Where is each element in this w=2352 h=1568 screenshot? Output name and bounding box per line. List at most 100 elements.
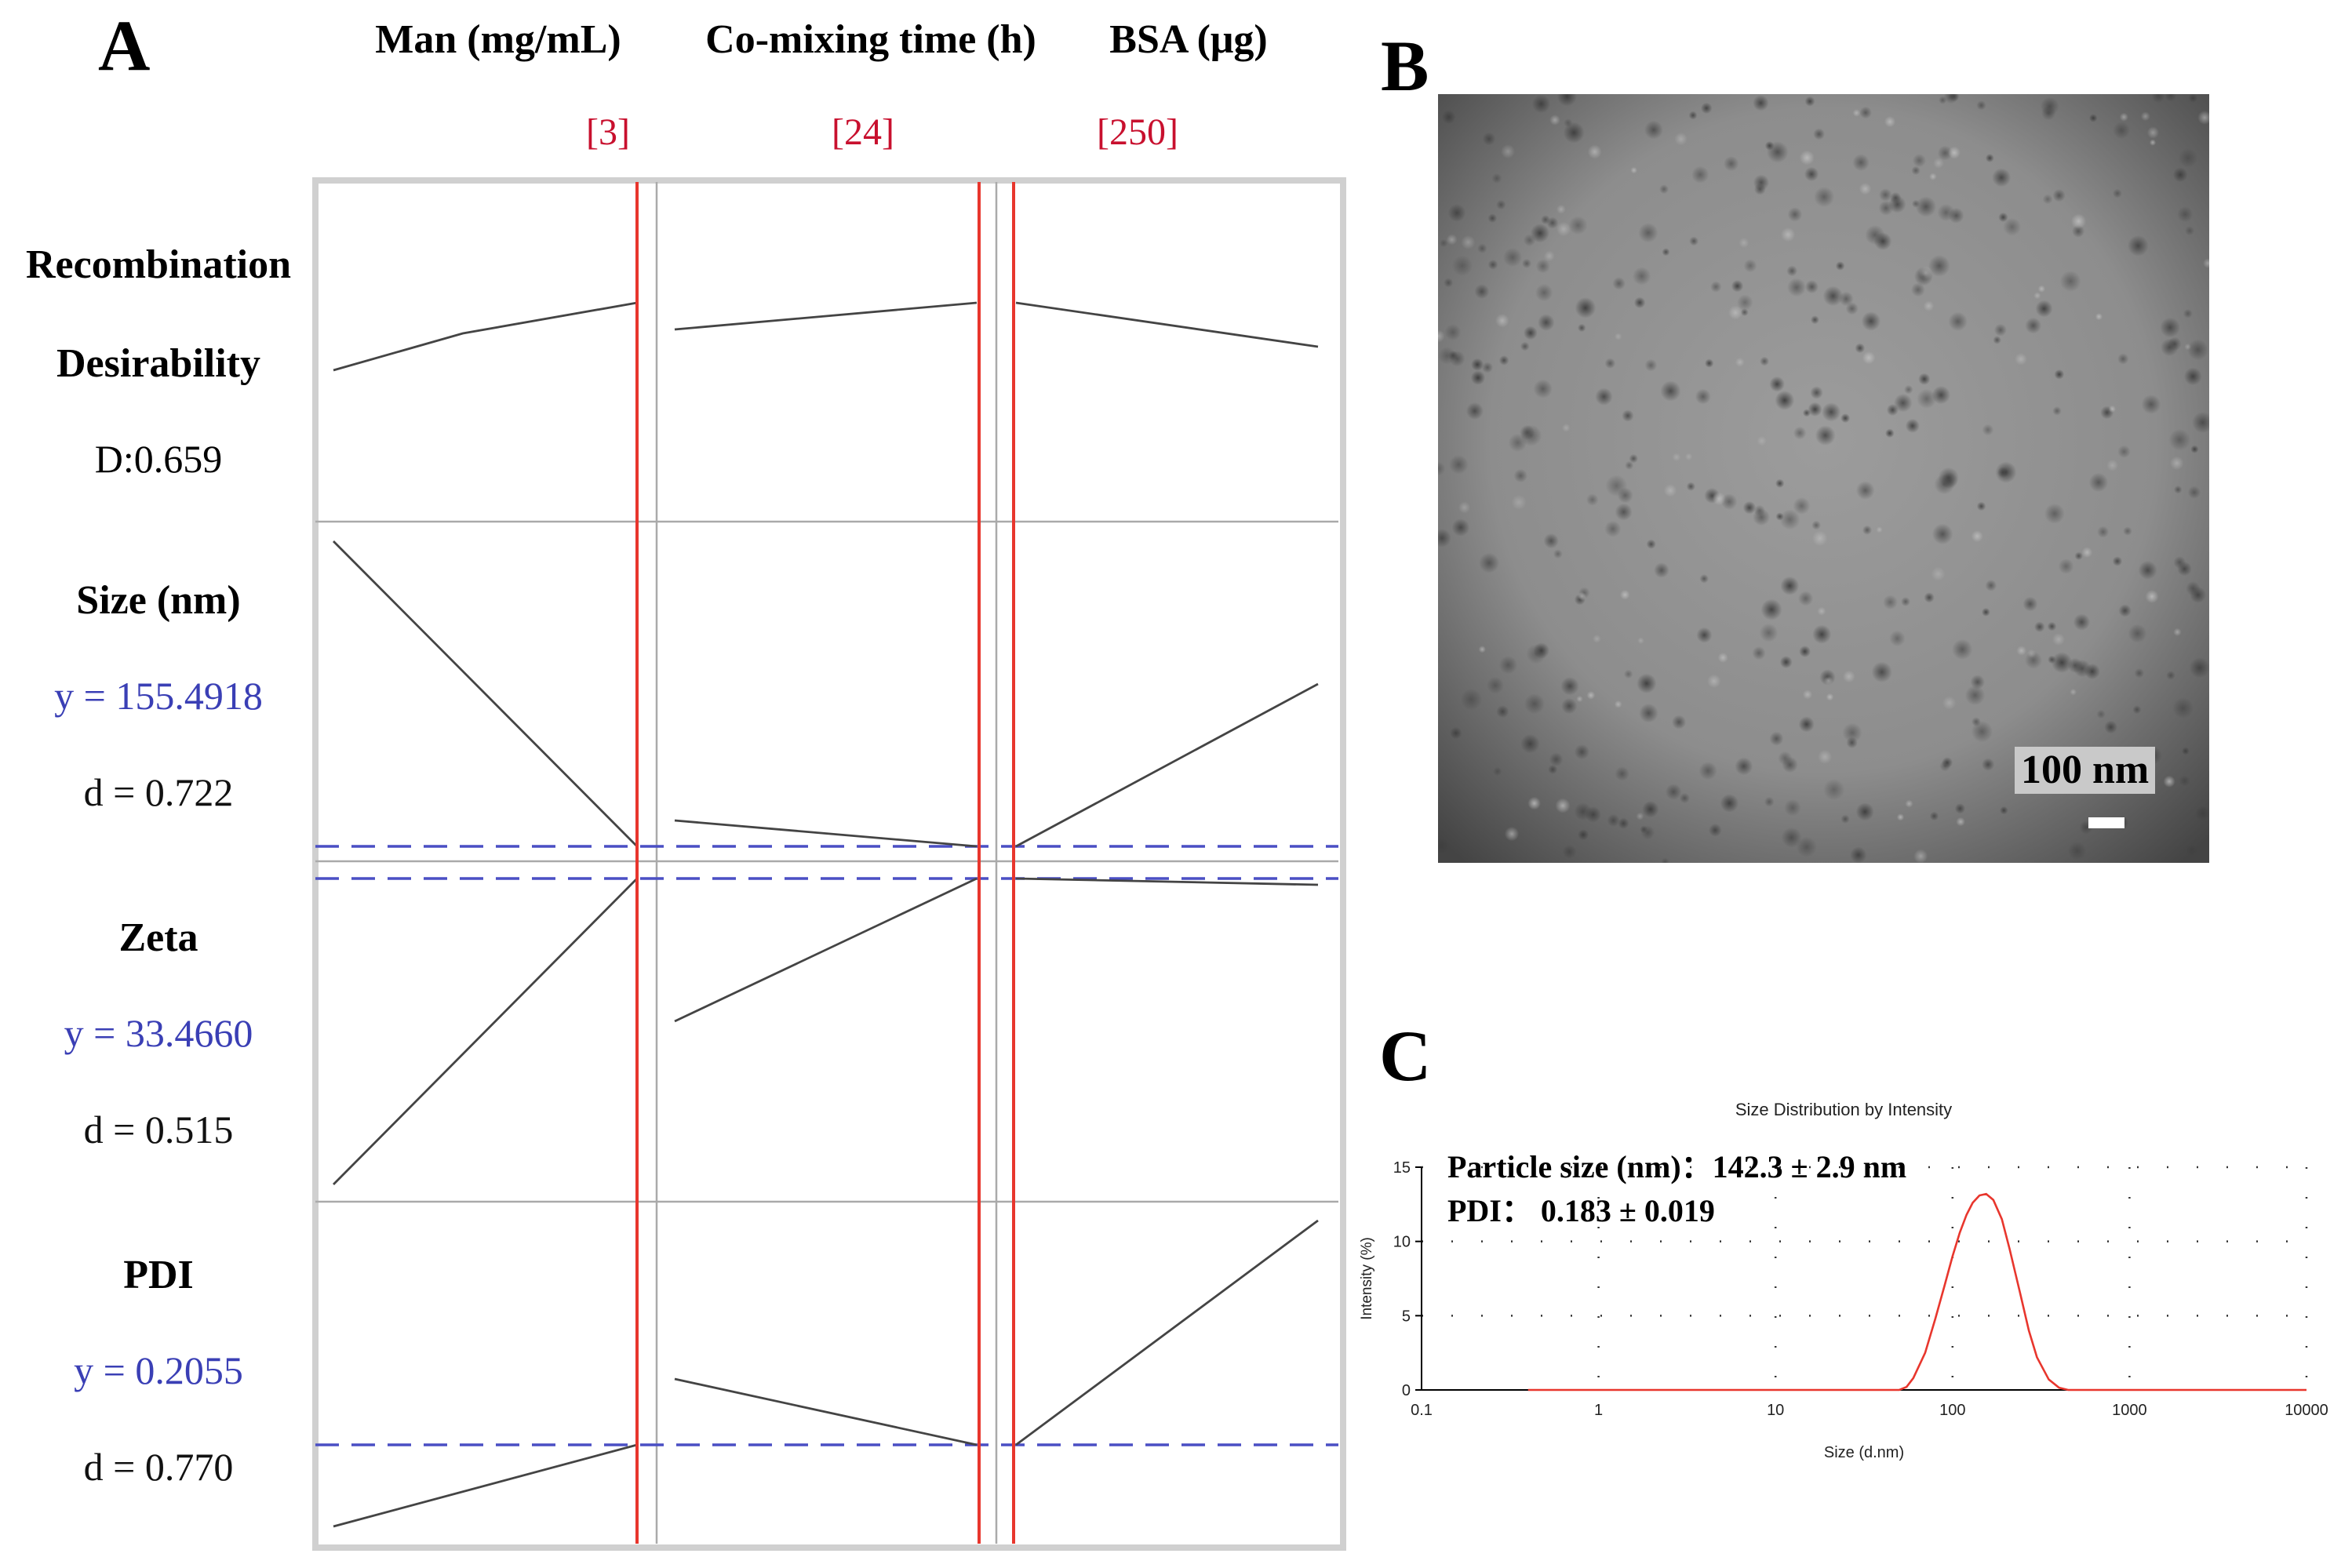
tem-bright-speck bbox=[2203, 258, 2209, 268]
tem-particle bbox=[2177, 206, 2194, 223]
tem-bright-speck bbox=[2163, 775, 2175, 788]
response-d-pdi: d = 0.770 bbox=[83, 1445, 234, 1489]
tem-bright-speck bbox=[2145, 590, 2159, 603]
tem-bright-speck bbox=[1933, 158, 1944, 169]
tem-particle bbox=[1654, 562, 1669, 578]
tem-bright-speck bbox=[1562, 424, 1571, 432]
tem-particle bbox=[1568, 216, 1588, 235]
tem-particle bbox=[1575, 297, 1597, 318]
tem-particle bbox=[2128, 624, 2147, 643]
tem-bright-speck bbox=[1576, 695, 1583, 703]
tem-bright-speck bbox=[1739, 238, 1749, 248]
tem-bright-speck bbox=[1578, 591, 1586, 601]
trace-pdi-bsa bbox=[1015, 1219, 1319, 1446]
tem-particle bbox=[1618, 817, 1629, 829]
tem-particle bbox=[1560, 676, 1579, 696]
tem-particle bbox=[1985, 580, 1997, 591]
tem-particle bbox=[1471, 358, 1484, 371]
tem-bright-speck bbox=[1446, 234, 1458, 246]
tem-bright-speck bbox=[1637, 637, 1644, 645]
dls-y-tick-label: 15 bbox=[1393, 1159, 1411, 1177]
tem-particle bbox=[2047, 621, 2057, 631]
tem-particle bbox=[2113, 122, 2131, 140]
dls-x-tick-label: 10000 bbox=[2285, 1402, 2328, 1419]
tem-particle bbox=[1450, 726, 1462, 740]
tem-particle bbox=[1524, 326, 1538, 340]
dls-y-tick-label: 5 bbox=[1402, 1308, 1411, 1325]
tem-particle bbox=[1604, 520, 1622, 537]
tem-particle bbox=[1976, 501, 1986, 511]
tem-bright-speck bbox=[1684, 453, 1693, 460]
tem-particle bbox=[2097, 526, 2110, 538]
tem-particle bbox=[1775, 478, 1785, 488]
tem-particle bbox=[2160, 317, 2180, 338]
tem-bright-speck bbox=[1923, 300, 1935, 311]
dls-y-tick-label: 10 bbox=[1393, 1234, 1411, 1251]
tem-particle bbox=[1451, 255, 1473, 276]
tem-particle bbox=[1498, 656, 1518, 675]
tem-particle bbox=[1760, 598, 1782, 620]
tem-particle bbox=[1548, 764, 1558, 775]
tem-bright-speck bbox=[1556, 221, 1571, 237]
tem-particle bbox=[1814, 187, 1835, 207]
tem-bright-speck bbox=[1862, 351, 1876, 365]
tem-particle bbox=[1873, 232, 1892, 250]
tem-bright-speck bbox=[1859, 183, 1872, 195]
tem-particle bbox=[1760, 356, 1770, 366]
tem-bright-speck bbox=[1929, 173, 1937, 180]
tem-bright-speck bbox=[1495, 314, 1509, 328]
trace-desirability-man bbox=[333, 301, 638, 372]
tem-particle bbox=[2035, 300, 2053, 318]
tem-particle bbox=[1633, 297, 1646, 309]
tem-bright-speck bbox=[2119, 112, 2128, 122]
tem-particle bbox=[1498, 355, 1509, 366]
tem-particle bbox=[1910, 282, 1925, 297]
tem-particle bbox=[1815, 425, 1836, 446]
response-d-zeta: d = 0.515 bbox=[83, 1108, 234, 1151]
trace-pdi-man bbox=[333, 1443, 638, 1528]
response-traces bbox=[333, 301, 1319, 1528]
tem-particle bbox=[1487, 260, 1498, 270]
tem-particle bbox=[2023, 596, 2038, 612]
tem-particle bbox=[1928, 255, 1950, 277]
tem-particle bbox=[2177, 561, 2192, 577]
tem-particle bbox=[1520, 341, 1530, 351]
trace-size-bsa bbox=[1015, 682, 1319, 848]
tem-bright-speck bbox=[1919, 266, 1933, 280]
tem-particle bbox=[1889, 630, 1906, 647]
tem-particle bbox=[1937, 203, 1955, 222]
tem-particle bbox=[1855, 343, 1866, 354]
tem-particle bbox=[2104, 720, 2117, 734]
tem-particle bbox=[1644, 120, 1663, 140]
tem-bright-speck bbox=[1717, 652, 1728, 664]
tem-particle bbox=[1625, 460, 1634, 470]
tem-particle bbox=[2073, 660, 2092, 678]
tem-bright-speck bbox=[1942, 696, 1957, 710]
tem-bright-speck bbox=[2197, 111, 2209, 125]
tem-particle bbox=[2054, 369, 2065, 380]
tem-particle bbox=[1438, 838, 1450, 855]
tem-particle bbox=[1804, 96, 1815, 107]
tem-particle bbox=[1632, 267, 1651, 286]
response-y-pdi: y = 0.2055 bbox=[74, 1348, 243, 1392]
tem-particle bbox=[1878, 200, 1894, 216]
tem-particle bbox=[2192, 412, 2209, 434]
tem-particle bbox=[1808, 402, 1822, 417]
tem-particle bbox=[1992, 168, 2012, 187]
tem-particle bbox=[2183, 367, 2202, 386]
tem-bright-speck bbox=[1948, 146, 1961, 159]
factor-current-bsa: [250] bbox=[1097, 111, 1178, 153]
tem-bright-speck bbox=[1799, 150, 1815, 166]
tem-particle bbox=[1502, 247, 1523, 267]
desirability-label-1: Recombination bbox=[26, 242, 291, 287]
tem-particle bbox=[2003, 217, 2022, 236]
tem-bright-speck bbox=[1757, 435, 1767, 446]
tem-particle bbox=[1519, 424, 1535, 440]
tem-particle bbox=[1623, 669, 1633, 679]
tem-particle bbox=[2044, 503, 2065, 524]
tem-particle bbox=[2112, 556, 2123, 566]
tem-scale-bar bbox=[2088, 817, 2124, 828]
tem-particle bbox=[1985, 154, 1994, 162]
response-y-zeta: y = 33.4660 bbox=[64, 1011, 253, 1055]
tem-particle bbox=[1735, 757, 1753, 776]
